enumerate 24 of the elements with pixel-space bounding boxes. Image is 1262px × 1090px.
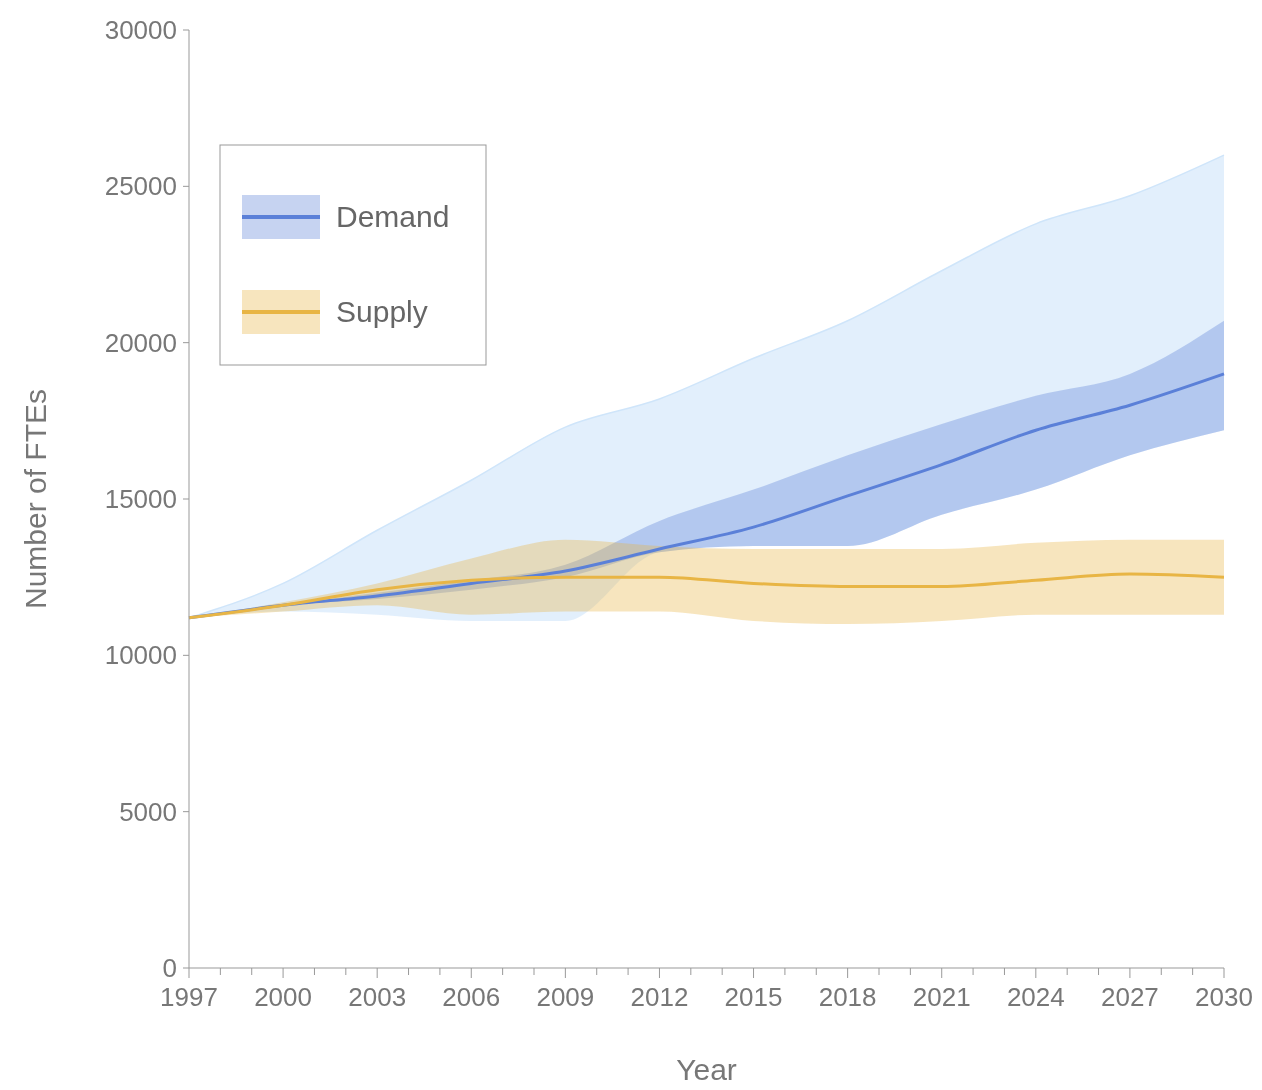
x-tick-label: 2030	[1195, 982, 1253, 1012]
y-tick-label: 10000	[104, 640, 177, 671]
y-tick-label: 25000	[104, 171, 177, 202]
x-tick-label: 2024	[1006, 982, 1065, 1012]
line-series	[187, 572, 1226, 620]
y-tick-label: 15000	[104, 484, 177, 514]
legend-label: Demand	[336, 200, 450, 233]
x-tick-label: 2012	[630, 982, 689, 1012]
y-tick-label: 0	[162, 953, 177, 983]
x-tick-label: 2003	[348, 982, 407, 1012]
x-tick-label: 2006	[442, 982, 501, 1012]
x-tick-label: 2021	[912, 982, 971, 1012]
x-tick-label: 2009	[536, 982, 595, 1012]
y-tick-label: 30000	[104, 15, 177, 45]
y-tick-label: 20000	[104, 327, 177, 358]
y-axis-title: Number of FTEs	[19, 388, 52, 610]
x-tick-label: 2027	[1100, 982, 1159, 1012]
x-tick-label: 2015	[724, 982, 783, 1012]
y-tick-label: 5000	[119, 796, 177, 827]
x-axis-title: Year	[676, 1053, 737, 1086]
x-tick-label: 2018	[818, 982, 877, 1012]
x-tick-label: 1997	[160, 982, 218, 1012]
legend-label: Supply	[336, 295, 428, 328]
x-tick-label: 2000	[254, 982, 313, 1012]
